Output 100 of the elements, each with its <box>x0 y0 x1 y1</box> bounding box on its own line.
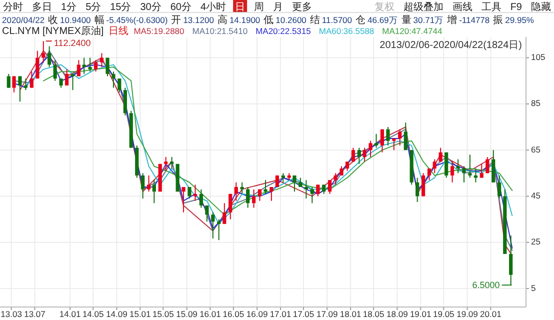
candlestick <box>322 184 326 194</box>
candlestick <box>123 87 127 116</box>
x-tick-label: 14.01 <box>59 309 81 319</box>
candlestick <box>141 172 145 200</box>
candlestick <box>334 172 338 186</box>
candlestick <box>82 57 86 74</box>
candlestick <box>234 182 238 202</box>
candlestick <box>486 156 490 174</box>
candlestick <box>374 133 378 148</box>
candlestick <box>270 186 274 202</box>
x-tick-label: 19.05 <box>433 309 455 319</box>
candlestick <box>18 76 22 102</box>
x-tick-label: 14.09 <box>106 309 128 319</box>
candlestick <box>304 180 308 200</box>
candlestick <box>328 180 332 194</box>
candlestick <box>199 188 203 208</box>
candlestick <box>416 177 420 202</box>
x-tick-label: 18.01 <box>340 309 362 319</box>
y-tick-label: 105 <box>531 52 546 62</box>
subtitle: 2020/04/22 收 10.9400 幅 -5.45%(-0.6300) 开 13.1200 高 14.1900 低 10.2600 结 11.5700 仓 46.69万 量 30.71万 增 -114778 振 29.95% <box>2 15 534 26</box>
y-tick-label: 5 <box>531 282 536 293</box>
candlestick <box>368 140 372 158</box>
x-tick-label: 18.09 <box>386 309 408 319</box>
candlestick <box>474 168 478 183</box>
candlestick <box>252 188 256 208</box>
candlestick <box>88 57 92 72</box>
candlestick <box>112 71 116 88</box>
x-tick-label: 19.01 <box>410 309 432 319</box>
candlestick <box>76 60 81 77</box>
candlestick <box>59 78 63 88</box>
candlestick <box>281 172 285 183</box>
y-tick-label: 45 <box>531 190 541 200</box>
candlestick <box>53 60 57 82</box>
candlestick <box>118 78 122 93</box>
candlestick <box>12 76 16 93</box>
candlestick <box>36 50 40 80</box>
x-tick-label: 15.09 <box>176 309 198 319</box>
candlestick <box>450 161 454 183</box>
candlestick <box>24 78 28 91</box>
candlestick <box>106 57 110 77</box>
candlestick <box>188 186 192 200</box>
candlestick <box>398 128 402 146</box>
y-tick-label: 65 <box>531 144 541 154</box>
candlestick <box>6 73 10 88</box>
candlestick <box>292 174 296 192</box>
candlestick <box>211 212 215 239</box>
candlestick <box>246 186 250 208</box>
candlestick <box>404 122 408 151</box>
candlestick <box>310 186 314 204</box>
candlestick <box>392 138 396 151</box>
annotation: 2013/02/06-2020/04/22(1824日) <box>380 40 522 51</box>
candlestick <box>65 68 69 86</box>
candlestick <box>240 182 244 194</box>
candlestick <box>164 156 168 172</box>
candlestick <box>222 202 226 224</box>
candlestick <box>42 40 46 63</box>
candlestick <box>386 126 390 146</box>
candlestick <box>340 166 344 176</box>
candlestick <box>492 150 496 183</box>
candlestick <box>316 184 320 197</box>
candlestick <box>462 166 466 183</box>
candlestick <box>48 46 52 68</box>
x-tick-label: 19.09 <box>456 309 478 319</box>
candlestick <box>146 174 151 192</box>
candlestick <box>427 168 432 181</box>
candlestick <box>182 186 186 213</box>
candlestick <box>264 180 268 194</box>
candlestick <box>30 71 34 88</box>
legend: CL.NYM [NYMEX原油] 日线 MA5:19.2880 MA10:21.5410 MA20:22.5315 MA60:36.5588 MA120:47.4744 <box>2 26 442 37</box>
candlestick <box>468 154 472 178</box>
candlestick <box>380 128 384 153</box>
x-tick-label: 13.03 <box>0 309 22 319</box>
candlestick <box>509 234 513 286</box>
x-tick-label: 15.01 <box>130 309 152 319</box>
x-tick-label: 15.05 <box>152 309 174 319</box>
candlestick <box>498 174 502 200</box>
candlestick <box>438 147 442 162</box>
x-tick-label: 13.07 <box>24 309 46 319</box>
candlestick <box>362 147 366 162</box>
x-tick-label: 14.05 <box>82 309 104 319</box>
candlestick <box>421 172 426 197</box>
x-tick-label: 17.05 <box>292 309 314 319</box>
candlestick <box>444 152 448 178</box>
annotation: 112.2400 <box>54 38 91 48</box>
candlestick <box>94 60 98 72</box>
candlestick <box>456 158 460 174</box>
candlestick <box>432 158 436 174</box>
candlestick <box>228 193 232 220</box>
candlestick <box>345 161 350 172</box>
candlestick <box>205 204 209 222</box>
x-tick-label: 20.01 <box>480 309 502 319</box>
x-tick-label: 17.09 <box>316 309 338 319</box>
y-tick-label: 25 <box>531 236 541 247</box>
candlestick <box>357 147 361 164</box>
x-tick-label: 16.09 <box>246 309 268 319</box>
candlestick <box>100 52 104 68</box>
candlestick <box>170 156 174 170</box>
annotation: 6.5000 <box>472 280 500 290</box>
y-tick-label: 85 <box>531 98 541 108</box>
candlestick <box>351 147 356 162</box>
